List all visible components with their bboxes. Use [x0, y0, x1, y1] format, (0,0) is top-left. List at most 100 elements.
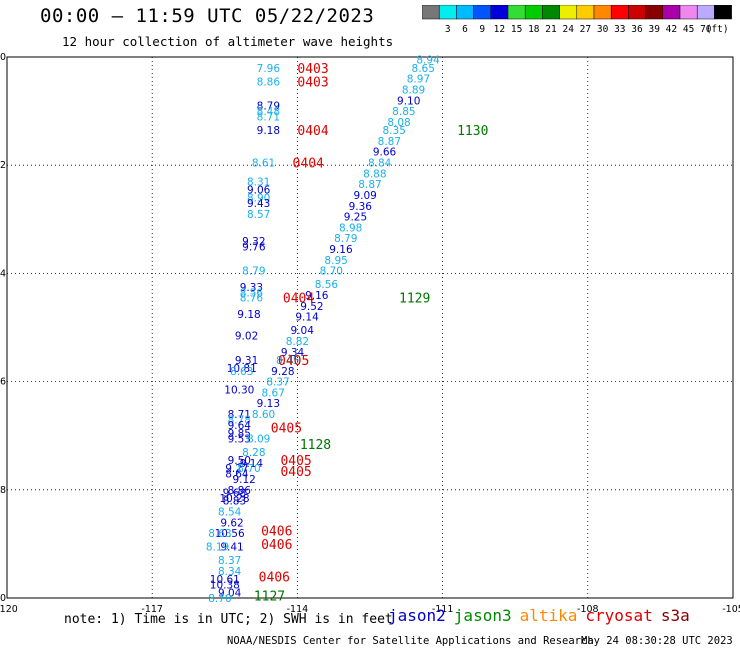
swh-value: 8.70	[237, 463, 260, 475]
pass-time-label: 0406	[261, 538, 292, 553]
swh-value: 9.66	[373, 147, 397, 159]
swh-value: 10.30	[224, 385, 254, 397]
swh-value: 9.09	[353, 190, 376, 202]
colorbar-label: 24	[562, 24, 574, 35]
swh-value: 8.79	[242, 266, 265, 278]
swh-value: 8.35	[383, 125, 406, 137]
colorbar-label: 3	[445, 24, 451, 35]
swh-value: 8.56	[240, 287, 264, 299]
swh-value: 9.06	[247, 185, 271, 197]
swh-value: 8.08	[387, 117, 410, 129]
swh-value: 7.96	[257, 63, 281, 75]
colorbar-label: 30	[597, 24, 609, 35]
swh-value: 9.10	[397, 95, 420, 107]
pass-time-label: 0405	[278, 354, 309, 369]
pass-time-label: 0406	[261, 524, 292, 539]
swh-value: 9.04	[218, 588, 242, 600]
swh-value: 9.50	[228, 455, 251, 467]
y-tick-label: -18	[0, 485, 6, 496]
swh-value: 9.85	[228, 428, 251, 440]
swh-value: 9.04	[291, 325, 315, 337]
swh-value: 8.85	[392, 106, 415, 118]
swh-value: 8.89	[402, 84, 425, 96]
swh-value: 8.88	[363, 168, 386, 180]
colorbar-label: 15	[511, 24, 522, 35]
colorbar-label: 18	[528, 24, 540, 35]
wave-height-colorbar: 3 6 9 12 15 18 21 24 27 30 33 36 39 42 45 70(ft)	[422, 5, 732, 35]
swh-value: 9.33	[240, 282, 263, 294]
pass-time-label: 1128	[300, 438, 331, 453]
swh-value: 8.94	[416, 55, 440, 67]
swh-value: 8.67	[262, 387, 285, 399]
y-tick-label: -12	[0, 160, 6, 171]
swh-value: 9.43	[247, 198, 270, 210]
page-subtitle: 12 hour collection of altimeter wave hei…	[62, 34, 394, 49]
x-tick-label: -111	[432, 604, 454, 615]
footnote: note: 1) Time is in UTC; 2) SWH is in fe…	[64, 612, 393, 627]
swh-value: 8.84	[368, 157, 392, 169]
swh-value: 8.71	[257, 112, 280, 124]
swh-value: 8.83	[223, 496, 246, 508]
swh-value: 8.87	[378, 136, 401, 148]
swh-value: 8.54	[218, 506, 242, 518]
swh-value: 9.28	[271, 366, 294, 378]
legend-item-s3a: s3a	[660, 606, 690, 625]
credit-text: NOAA/NESDIS Center for Satellite Applica…	[227, 635, 594, 647]
swh-value: 8.09	[247, 433, 270, 445]
pass-time-label: 0404	[297, 124, 328, 139]
swh-value: 8.95	[324, 255, 347, 267]
colorbar-label: 27	[580, 24, 591, 35]
swh-value: 9.25	[344, 212, 367, 224]
swh-value: 8.70	[208, 593, 231, 605]
swh-value: 8.87	[358, 179, 381, 191]
swh-value: 9.76	[242, 241, 266, 253]
page-title: 00:00 – 11:59 UTC 05/22/2023	[40, 5, 375, 27]
swh-value: 8.97	[407, 74, 430, 86]
swh-value: 8.37	[218, 555, 241, 567]
swh-value: 9.68	[223, 488, 246, 500]
swh-value: 9.14	[240, 458, 264, 470]
legend-item-jason2: jason2	[388, 606, 446, 625]
swh-value: 8.61	[252, 157, 275, 169]
swh-value: 8.65	[412, 63, 435, 75]
swh-value: 8.60	[252, 409, 275, 421]
pass-time-label: 0403	[297, 62, 328, 77]
colorbar-bin	[714, 5, 732, 20]
swh-value: 9.02	[235, 331, 258, 343]
colorbar-label: 42	[666, 24, 677, 35]
colorbar-label: 39	[648, 24, 660, 35]
plot-frame	[6, 56, 734, 599]
swh-value: 9.64	[228, 420, 252, 432]
pass-time-label: 0405	[280, 454, 311, 469]
colorbar-label: 12	[494, 24, 505, 35]
swh-value: 9.13	[257, 398, 280, 410]
colorbar-label: 70	[700, 24, 712, 35]
swh-value: 8.82	[286, 336, 309, 348]
x-tick-label: -108	[577, 604, 599, 615]
y-tick-label: -16	[0, 377, 6, 388]
colorbar-unit: (ft)	[706, 24, 729, 35]
swh-value: 8.71	[228, 409, 251, 421]
legend-item-altika: altika	[519, 606, 578, 625]
swh-value: 9.31	[235, 355, 258, 367]
legend-item-cryosat: cryosat	[585, 606, 653, 625]
swh-value: 8.19	[206, 542, 229, 554]
x-tick-label: -117	[141, 604, 163, 615]
swh-value: 8.28	[242, 447, 265, 459]
y-tick-label: -14	[0, 268, 6, 279]
swh-value: 10.28	[219, 493, 249, 505]
colorbar-label: 21	[545, 24, 557, 35]
swh-value: 8.57	[247, 209, 270, 221]
swh-value: 9.34	[281, 347, 305, 359]
swh-value: 9.36	[349, 201, 373, 213]
colorbar-label: 33	[614, 24, 625, 35]
swh-value: 9.32	[242, 236, 265, 248]
swh-value: 9.16	[329, 244, 353, 256]
swh-value: 9.27	[225, 463, 248, 475]
generated-timestamp: May 24 08:30:28 UTC 2023	[581, 635, 733, 647]
swh-value: 8.86	[257, 76, 281, 88]
pass-time-label: 0404	[283, 292, 314, 307]
swh-value: 8.45	[276, 355, 299, 367]
swh-value: 8.56	[315, 279, 339, 291]
